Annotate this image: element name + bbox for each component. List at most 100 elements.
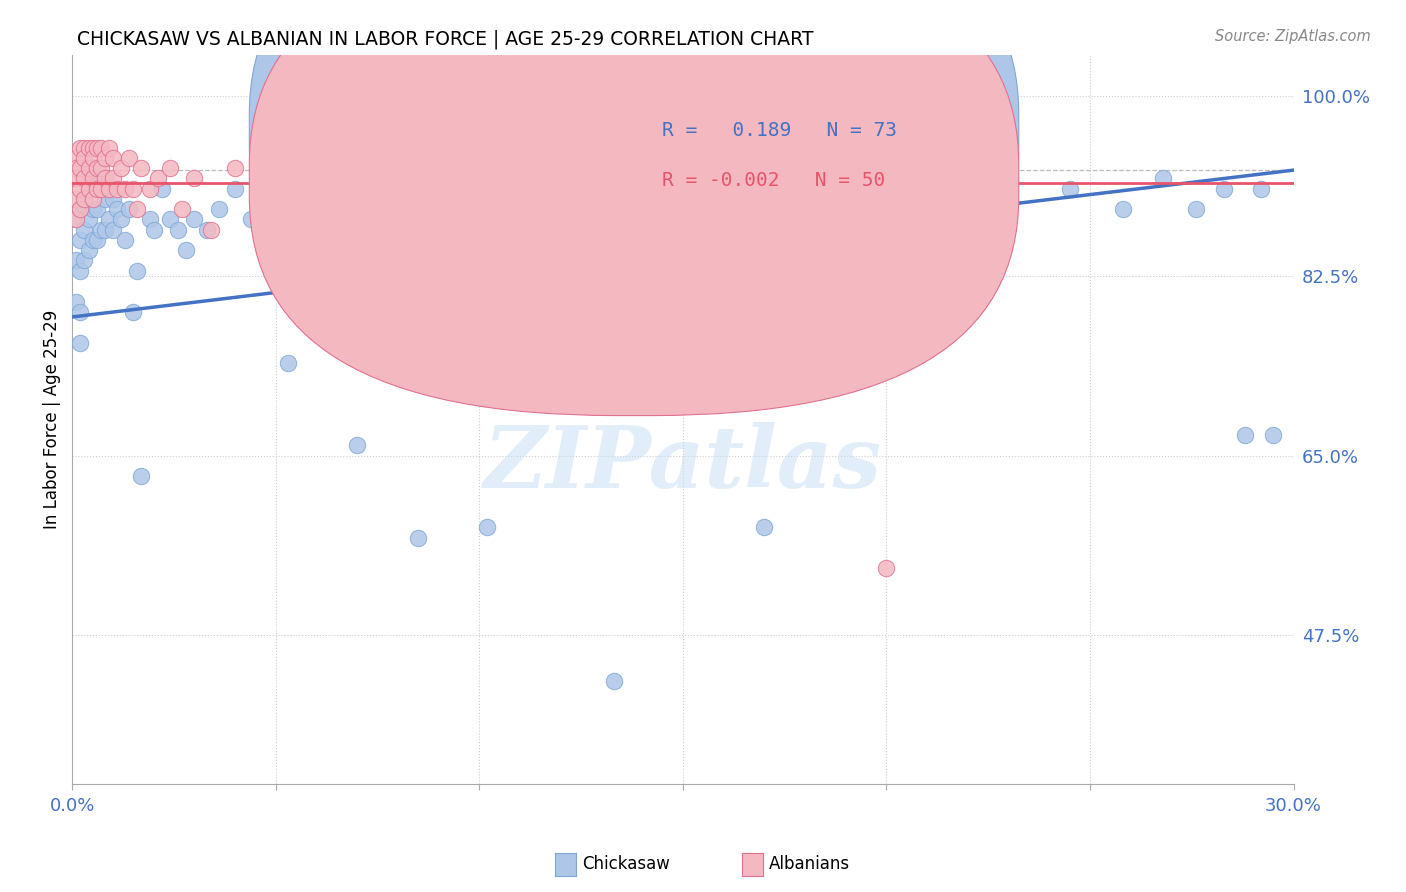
Point bbox=[82, 233, 104, 247]
Point bbox=[200, 222, 222, 236]
Point bbox=[97, 181, 120, 195]
Point bbox=[591, 161, 613, 175]
Point bbox=[477, 520, 499, 534]
Point bbox=[73, 151, 96, 165]
Point bbox=[97, 181, 120, 195]
Point bbox=[1059, 181, 1081, 195]
Point bbox=[754, 520, 776, 534]
Point bbox=[69, 181, 91, 195]
Point bbox=[97, 140, 120, 154]
Point bbox=[159, 212, 181, 227]
Point bbox=[863, 202, 886, 216]
Point bbox=[69, 233, 91, 247]
Point bbox=[142, 222, 165, 236]
Point bbox=[174, 243, 197, 257]
Point bbox=[69, 202, 91, 216]
Point bbox=[101, 151, 124, 165]
Point bbox=[94, 222, 117, 236]
Point bbox=[875, 561, 897, 575]
Point bbox=[322, 202, 344, 216]
FancyBboxPatch shape bbox=[249, 0, 1019, 416]
Point bbox=[990, 202, 1012, 216]
Point bbox=[651, 212, 673, 227]
Text: R =   0.189   N = 73: R = 0.189 N = 73 bbox=[662, 120, 897, 140]
Point bbox=[195, 222, 218, 236]
Text: Chickasaw: Chickasaw bbox=[582, 855, 669, 873]
Point bbox=[69, 335, 91, 350]
Point bbox=[73, 192, 96, 206]
Point bbox=[65, 161, 87, 175]
Point bbox=[82, 171, 104, 186]
Point bbox=[183, 171, 205, 186]
Point bbox=[110, 212, 132, 227]
Point bbox=[240, 212, 263, 227]
Point bbox=[86, 202, 108, 216]
Point bbox=[208, 202, 231, 216]
Point bbox=[65, 151, 87, 165]
Point bbox=[65, 171, 87, 186]
Point bbox=[110, 161, 132, 175]
Point bbox=[183, 212, 205, 227]
Text: R = -0.002   N = 50: R = -0.002 N = 50 bbox=[662, 171, 886, 190]
Point bbox=[602, 674, 624, 689]
Point bbox=[69, 140, 91, 154]
Point bbox=[131, 161, 153, 175]
Point bbox=[97, 212, 120, 227]
Point bbox=[90, 181, 112, 195]
Text: Albanians: Albanians bbox=[769, 855, 851, 873]
Text: ZIPatlas: ZIPatlas bbox=[484, 422, 882, 505]
Point bbox=[224, 161, 246, 175]
Point bbox=[86, 171, 108, 186]
Point bbox=[86, 181, 108, 195]
Point bbox=[1233, 428, 1256, 442]
Point bbox=[114, 233, 136, 247]
Point bbox=[101, 222, 124, 236]
Point bbox=[406, 531, 429, 545]
Point bbox=[127, 264, 149, 278]
Point bbox=[1185, 202, 1208, 216]
Point bbox=[86, 233, 108, 247]
Point bbox=[77, 181, 100, 195]
Point bbox=[69, 161, 91, 175]
Point bbox=[105, 202, 128, 216]
Point bbox=[224, 181, 246, 195]
Point bbox=[672, 161, 695, 175]
Point bbox=[131, 469, 153, 483]
Point bbox=[1111, 202, 1133, 216]
Point bbox=[82, 192, 104, 206]
Point bbox=[440, 202, 463, 216]
Point bbox=[159, 161, 181, 175]
Text: Source: ZipAtlas.com: Source: ZipAtlas.com bbox=[1215, 29, 1371, 45]
Point bbox=[73, 222, 96, 236]
Point bbox=[86, 140, 108, 154]
Point bbox=[65, 212, 87, 227]
Point bbox=[256, 222, 278, 236]
Point bbox=[65, 253, 87, 268]
Point bbox=[114, 181, 136, 195]
Point bbox=[806, 202, 828, 216]
Point bbox=[138, 212, 160, 227]
Point bbox=[69, 305, 91, 319]
Point bbox=[122, 305, 145, 319]
Point bbox=[167, 222, 190, 236]
Point bbox=[73, 140, 96, 154]
Point bbox=[1250, 181, 1272, 195]
Point bbox=[704, 202, 727, 216]
Point bbox=[94, 151, 117, 165]
Point bbox=[118, 151, 141, 165]
Point bbox=[277, 356, 299, 370]
Point bbox=[69, 202, 91, 216]
Point bbox=[82, 202, 104, 216]
Point bbox=[90, 161, 112, 175]
Text: CHICKASAW VS ALBANIAN IN LABOR FORCE | AGE 25-29 CORRELATION CHART: CHICKASAW VS ALBANIAN IN LABOR FORCE | A… bbox=[77, 29, 814, 49]
Y-axis label: In Labor Force | Age 25-29: In Labor Force | Age 25-29 bbox=[44, 310, 60, 529]
Point bbox=[86, 161, 108, 175]
Point bbox=[105, 181, 128, 195]
Point bbox=[127, 202, 149, 216]
Point bbox=[150, 181, 173, 195]
Point bbox=[77, 181, 100, 195]
Point bbox=[1152, 171, 1174, 186]
Point bbox=[82, 140, 104, 154]
Point bbox=[346, 438, 368, 452]
Point bbox=[122, 181, 145, 195]
